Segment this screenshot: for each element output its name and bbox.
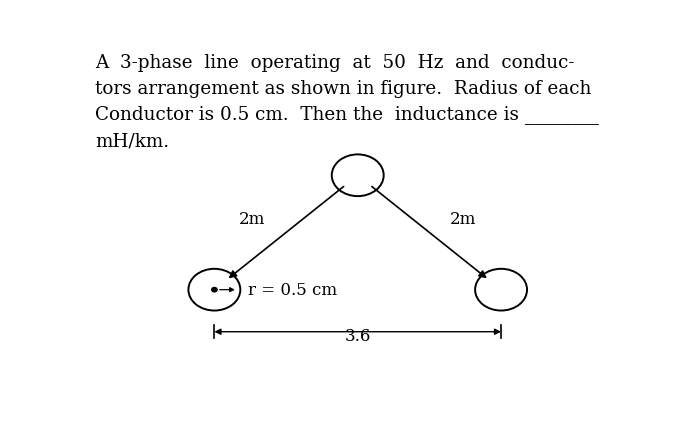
Text: 2m: 2m	[239, 211, 265, 228]
Text: r = 0.5 cm: r = 0.5 cm	[248, 282, 338, 299]
Text: A  3-phase  line  operating  at  50  Hz  and  conduc-
tors arrangement as shown : A 3-phase line operating at 50 Hz and co…	[96, 54, 600, 150]
Text: 3.6: 3.6	[345, 328, 371, 345]
Ellipse shape	[211, 288, 217, 292]
Text: 2m: 2m	[450, 211, 477, 228]
